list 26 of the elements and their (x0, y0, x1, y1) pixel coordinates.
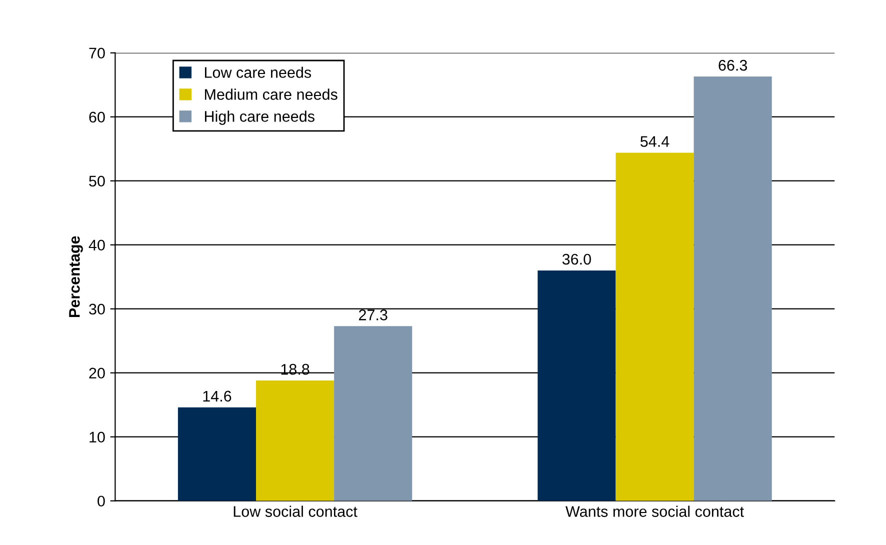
data-label: 18.8 (281, 364, 310, 375)
bar (616, 152, 694, 501)
data-label: 36.0 (562, 254, 591, 265)
data-label: 27.3 (359, 310, 388, 320)
bar (694, 76, 772, 501)
bar (178, 407, 256, 501)
x-tick-label: Wants more social contact (566, 506, 744, 517)
x-tick-label: Low social contact (234, 506, 358, 517)
y-tick-label: 60 (89, 112, 105, 123)
y-tick-label: 50 (89, 176, 105, 187)
legend-label: Low care needs (204, 66, 312, 78)
bar (334, 326, 412, 501)
y-tick-label: 20 (89, 368, 105, 379)
bar (256, 380, 334, 501)
y-tick-label: 0 (98, 496, 105, 507)
y-tick-label: 40 (88, 240, 105, 251)
data-label: 54.4 (640, 136, 670, 147)
data-label: 14.6 (203, 390, 232, 402)
legend-label: High care needs (204, 110, 314, 125)
y-tick-label: 10 (90, 432, 105, 443)
bar (538, 270, 616, 501)
y-axis-title: Percentage (69, 236, 83, 318)
y-tick-label: 30 (89, 304, 105, 315)
data-label: 66.3 (718, 60, 748, 71)
y-tick-label: 70 (89, 48, 105, 59)
legend-label: Medium care needs (204, 88, 338, 100)
